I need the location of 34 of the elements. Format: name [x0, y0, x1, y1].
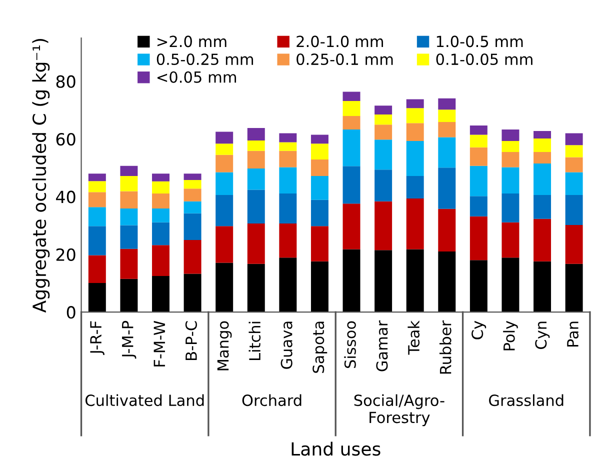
- x-tick-label: Guava: [280, 322, 292, 369]
- legend-label: 2.0-1.0 mm: [296, 36, 383, 48]
- legend-label: 0.25-0.1 mm: [296, 53, 393, 66]
- y-tick-label: 60: [56, 132, 76, 146]
- x-tick-label: Mango: [217, 321, 232, 370]
- text: Grassland: [489, 394, 564, 406]
- x-tick-label: B-P-C: [185, 321, 197, 360]
- text: Orchard: [242, 394, 302, 406]
- legend-label: 0.1-0.05 mm: [436, 53, 532, 66]
- x-tick-label: Cy: [472, 320, 486, 340]
- text: Social/Agro- Forestry: [354, 394, 444, 426]
- x-tick-label: Cyn: [535, 322, 550, 349]
- legend-label: 0.5-0.25 mm: [156, 53, 254, 66]
- x-tick-label: F-M-W: [154, 320, 165, 366]
- y-axis-title: Aggregate occluded C (g kg⁻¹): [32, 38, 50, 313]
- x-tick-label: Pan: [567, 322, 578, 346]
- y-tick-label: 40: [56, 190, 76, 204]
- x-tick-label: Sissoo: [344, 321, 356, 368]
- legend-label: 1.0-0.5 mm: [436, 36, 523, 48]
- y-tick-label: 0: [66, 306, 76, 319]
- text: Cultivated Land: [85, 394, 204, 406]
- x-tick-label: Sapota: [312, 322, 328, 373]
- x-axis-title: Land uses: [292, 442, 380, 456]
- x-tick-label: Rubber: [440, 320, 452, 374]
- y-tick-label: 20: [56, 248, 76, 261]
- x-tick-label: Litchi: [248, 322, 261, 360]
- legend-label: <0.05 mm: [157, 71, 236, 83]
- x-tick-label: Gamar: [376, 320, 388, 372]
- x-tick-label: Poly: [503, 320, 518, 350]
- x-tick-label: J-M-P: [122, 320, 136, 359]
- x-tick-label: J-R-F: [90, 321, 104, 355]
- y-tick-label: 80: [56, 75, 76, 88]
- x-tick-label: Teak: [408, 320, 420, 355]
- legend-label: >2.0 mm: [157, 36, 226, 48]
